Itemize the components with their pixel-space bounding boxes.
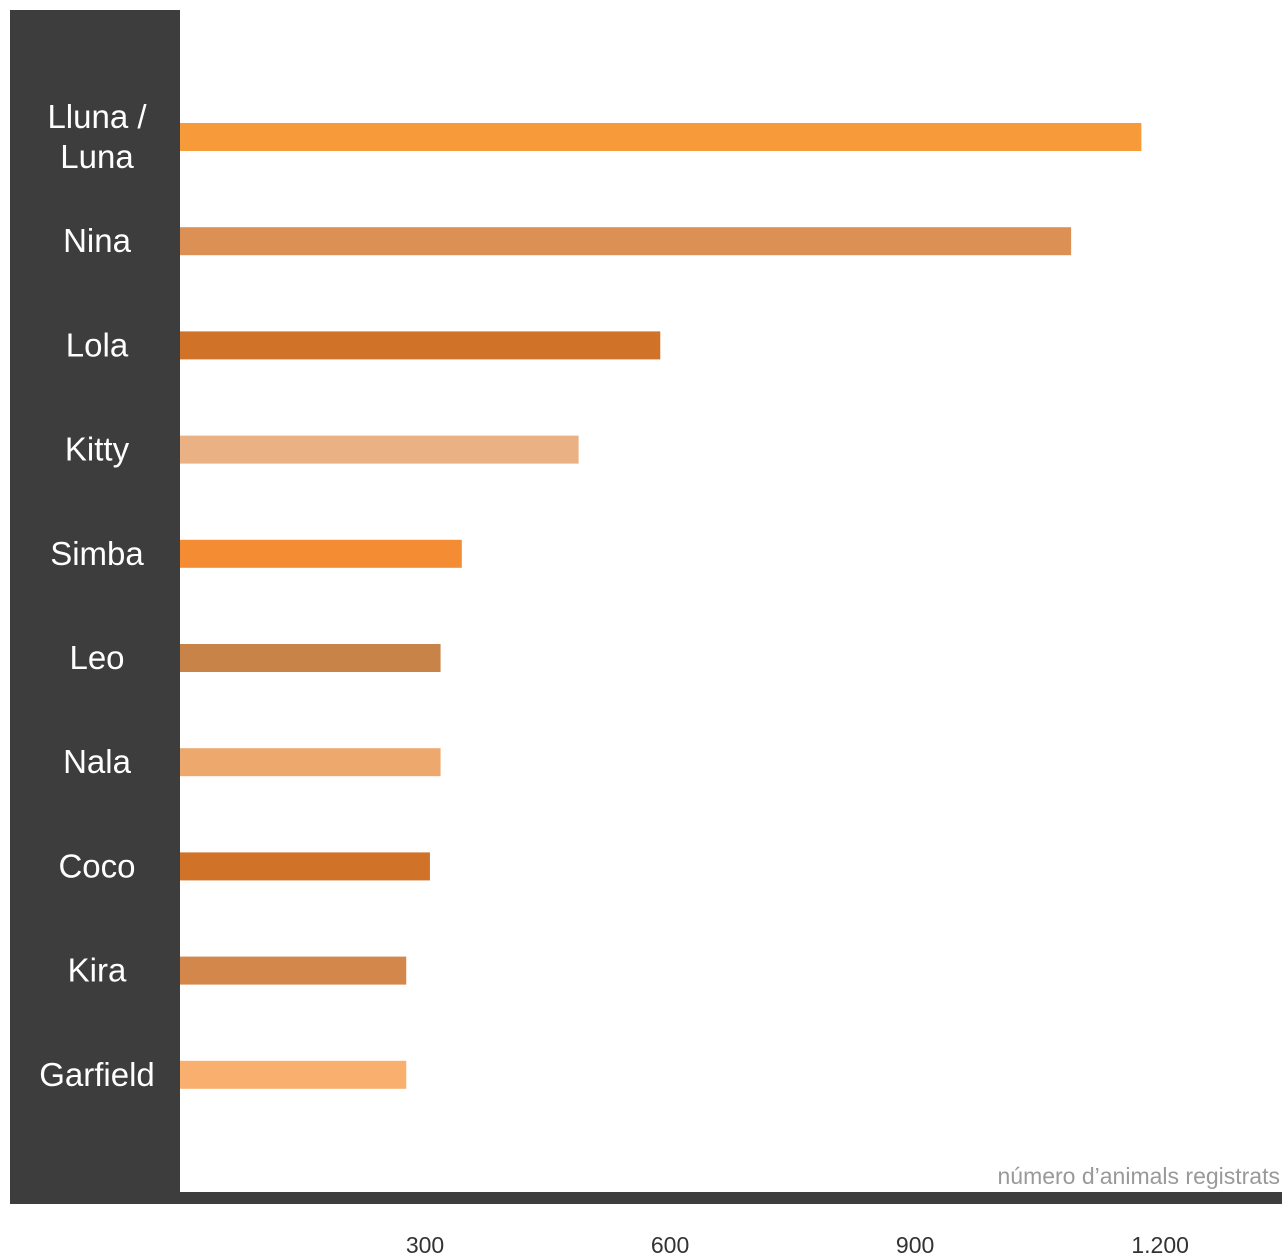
category-label: Simba: [50, 535, 144, 572]
bar-kira: [180, 956, 407, 985]
category-label: Lluna / Luna: [47, 98, 147, 175]
bar-leo: [180, 644, 441, 672]
category-label: Coco: [58, 847, 135, 884]
x-axis-bar: [10, 1192, 1282, 1204]
category-label: Nala: [63, 743, 132, 780]
bars-group: [180, 123, 1142, 1089]
x-tick-label: 900: [896, 1232, 934, 1258]
x-tick-labels: 300 600 900 1.200: [406, 1232, 1189, 1258]
bar-nala: [180, 748, 441, 777]
category-label: Lola: [66, 326, 129, 363]
bar-kitty: [180, 435, 579, 464]
label-panel: [10, 10, 180, 1192]
bar-lola: [180, 331, 661, 360]
bar-lluna-luna: [180, 123, 1142, 151]
category-label: Leo: [69, 639, 124, 676]
category-label: Garfield: [39, 1056, 155, 1093]
category-label: Kitty: [65, 431, 130, 468]
x-tick-label: 300: [406, 1232, 444, 1258]
x-axis-title: número d’animals registrats: [997, 1163, 1280, 1189]
x-tick-label: 1.200: [1131, 1232, 1189, 1258]
bar-garfield: [180, 1060, 407, 1089]
category-label: Nina: [63, 222, 132, 259]
category-labels: Lluna / Luna Nina Lola Kitty Simba Leo Nala Coco…: [39, 98, 155, 1093]
x-tick-label: 600: [651, 1232, 689, 1258]
bar-coco: [180, 852, 430, 881]
bar-simba: [180, 539, 462, 568]
category-label: Kira: [68, 952, 127, 989]
bar-nina: [180, 227, 1072, 256]
